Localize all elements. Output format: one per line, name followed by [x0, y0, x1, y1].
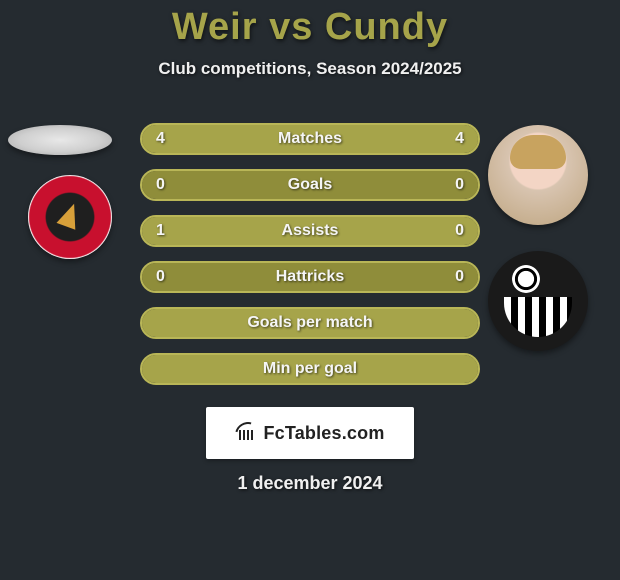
comparison-subtitle: Club competitions, Season 2024/2025 [0, 59, 620, 79]
stat-value-right: 0 [441, 217, 478, 245]
fctables-logo-icon [235, 422, 257, 444]
player-photo-right [488, 125, 588, 225]
stat-value-right: 4 [441, 125, 478, 153]
stat-value-left: 1 [142, 217, 179, 245]
stat-label: Goals [288, 176, 332, 194]
snapshot-date: 1 december 2024 [0, 473, 620, 494]
stat-rows: 4 4 Matches 0 0 Goals 1 0 Assists 0 0 Hattricks Goal… [140, 123, 480, 399]
stat-value-right: 0 [441, 171, 478, 199]
club-crest-left [28, 175, 112, 259]
stat-label: Min per goal [263, 360, 357, 378]
stat-value-right: 0 [441, 263, 478, 291]
stat-row: 0 0 Hattricks [140, 261, 480, 293]
stat-label: Goals per match [247, 314, 372, 332]
stat-value-left: 4 [142, 125, 179, 153]
stat-row: Min per goal [140, 353, 480, 385]
stat-row: Goals per match [140, 307, 480, 339]
stats-area: 4 4 Matches 0 0 Goals 1 0 Assists 0 0 Hattricks Goal… [0, 115, 620, 395]
club-crest-right [488, 251, 588, 351]
credit-text: FcTables.com [263, 423, 384, 444]
stat-label: Assists [282, 222, 339, 240]
stat-label: Matches [278, 130, 342, 148]
credit-bar: FcTables.com [206, 407, 414, 459]
stat-value-left: 0 [142, 263, 179, 291]
stat-row: 4 4 Matches [140, 123, 480, 155]
stat-label: Hattricks [276, 268, 344, 286]
stat-row: 1 0 Assists [140, 215, 480, 247]
comparison-title: Weir vs Cundy [0, 6, 620, 49]
stat-row: 0 0 Goals [140, 169, 480, 201]
stat-value-left: 0 [142, 171, 179, 199]
player-photo-left [8, 125, 112, 155]
